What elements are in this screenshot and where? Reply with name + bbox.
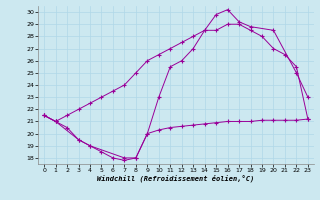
X-axis label: Windchill (Refroidissement éolien,°C): Windchill (Refroidissement éolien,°C) xyxy=(97,175,255,182)
